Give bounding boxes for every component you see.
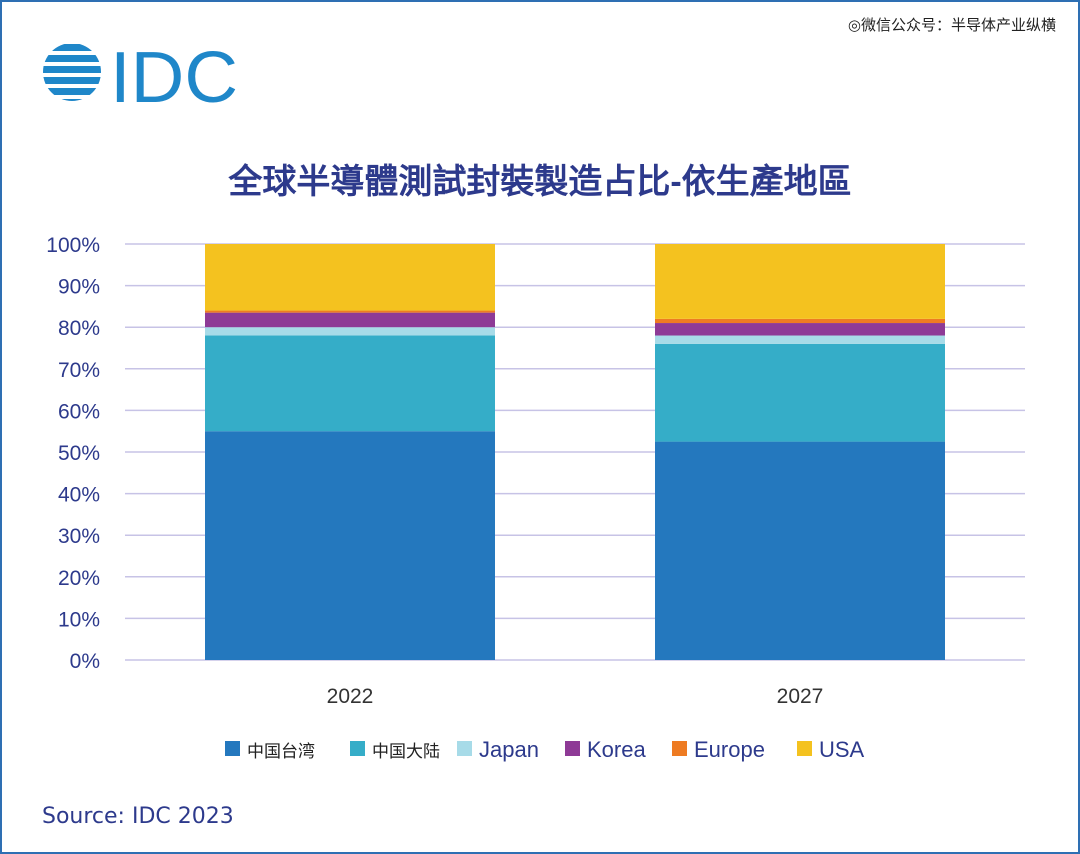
bar-segment: [655, 335, 945, 344]
legend-label: Europe: [694, 737, 765, 762]
y-tick-label: 50%: [58, 442, 100, 465]
legend-swatch: [565, 741, 580, 756]
legend-swatch: [457, 741, 472, 756]
bar-segment: [205, 310, 495, 313]
watermark: ◎微信公众号：半导体产业纵横: [847, 16, 1056, 34]
bar-segment: [205, 431, 495, 660]
x-tick-label: 2022: [327, 685, 374, 708]
bar-segment: [655, 323, 945, 336]
y-tick-label: 0%: [70, 650, 100, 673]
bar-segment: [205, 335, 495, 432]
y-tick-label: 20%: [58, 567, 100, 590]
bar-segment: [655, 244, 945, 319]
bar-segment: [655, 343, 945, 442]
y-tick-label: 10%: [58, 608, 100, 631]
bar-segment: [655, 441, 945, 660]
legend-swatch: [672, 741, 687, 756]
legend-label: 中国台湾: [247, 742, 315, 761]
legend-swatch: [225, 741, 240, 756]
chart-title: 全球半導體測試封裝製造占比-依生產地區: [227, 162, 851, 201]
legend-swatch: [797, 741, 812, 756]
legend-label: Korea: [587, 737, 646, 762]
y-tick-label: 80%: [58, 317, 100, 340]
source-note: Source: IDC 2023: [42, 804, 234, 829]
idc-logo: IDC: [40, 38, 240, 118]
legend-label: 中国大陆: [372, 742, 440, 761]
legend-swatch: [350, 741, 365, 756]
y-tick-label: 40%: [58, 484, 100, 507]
logo-text: IDC: [110, 38, 238, 108]
x-tick-label: 2027: [777, 685, 824, 708]
y-tick-label: 100%: [46, 234, 100, 257]
y-tick-label: 60%: [58, 400, 100, 423]
bar-segment: [205, 312, 495, 328]
y-tick-label: 30%: [58, 525, 100, 548]
y-tick-label: 70%: [58, 359, 100, 382]
y-tick-label: 90%: [58, 276, 100, 299]
bar-segment: [205, 244, 495, 311]
legend-label: Japan: [479, 737, 539, 762]
bar-segment: [655, 318, 945, 324]
legend-label: USA: [819, 737, 865, 762]
bar-segment: [205, 327, 495, 336]
